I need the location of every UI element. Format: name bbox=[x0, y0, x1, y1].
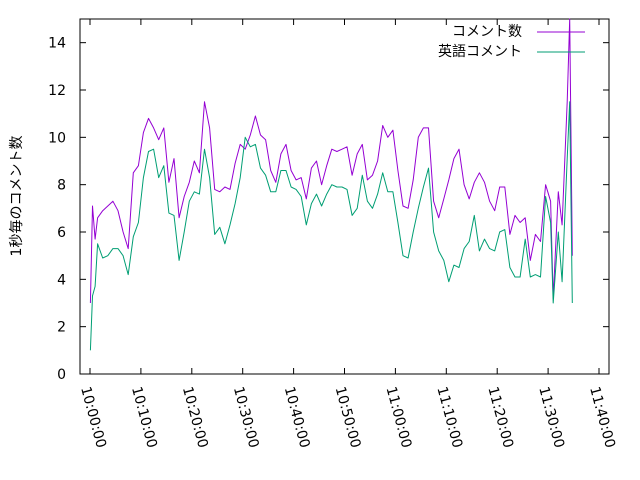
y-axis-label: 1秒毎のコメント数 bbox=[9, 136, 25, 257]
y-tick-label: 12 bbox=[48, 83, 66, 99]
y-tick-label: 2 bbox=[57, 320, 66, 336]
plot-frame bbox=[79, 18, 610, 375]
x-axis: 10:00:00 10:10:00 10:20:00 10:30:00 10:40:00… bbox=[77, 19, 618, 450]
x-tick-label: 10:30:00 bbox=[230, 385, 262, 450]
series-line-0 bbox=[89, 18, 573, 304]
series-layer bbox=[89, 18, 573, 351]
legend-label-0: コメント数 bbox=[452, 24, 522, 40]
x-tick-label: 11:10:00 bbox=[433, 385, 465, 450]
y-axis: 0 2 4 6 8 10 12 14 bbox=[48, 36, 609, 383]
x-tick-label: 10:50:00 bbox=[332, 385, 364, 450]
x-tick-label: 11:20:00 bbox=[484, 385, 516, 450]
x-tick-label: 11:00:00 bbox=[383, 385, 415, 450]
x-tick-label: 10:10:00 bbox=[128, 385, 160, 450]
y-tick-label: 6 bbox=[57, 225, 66, 241]
y-tick-label: 8 bbox=[57, 178, 66, 194]
y-tick-label: 14 bbox=[48, 36, 66, 52]
x-tick-label: 11:40:00 bbox=[586, 385, 618, 450]
y-tick-label: 4 bbox=[57, 272, 66, 288]
x-tick-label: 10:00:00 bbox=[77, 385, 109, 450]
x-tick-label: 10:20:00 bbox=[179, 385, 211, 450]
legend: コメント数 英語コメント bbox=[438, 24, 585, 60]
series-line-1 bbox=[89, 101, 573, 351]
x-tick-label: 11:30:00 bbox=[535, 385, 567, 450]
x-tick-label: 10:40:00 bbox=[281, 385, 313, 450]
y-tick-label: 10 bbox=[48, 130, 66, 146]
legend-label-1: 英語コメント bbox=[438, 43, 522, 60]
y-tick-label: 0 bbox=[57, 367, 66, 383]
